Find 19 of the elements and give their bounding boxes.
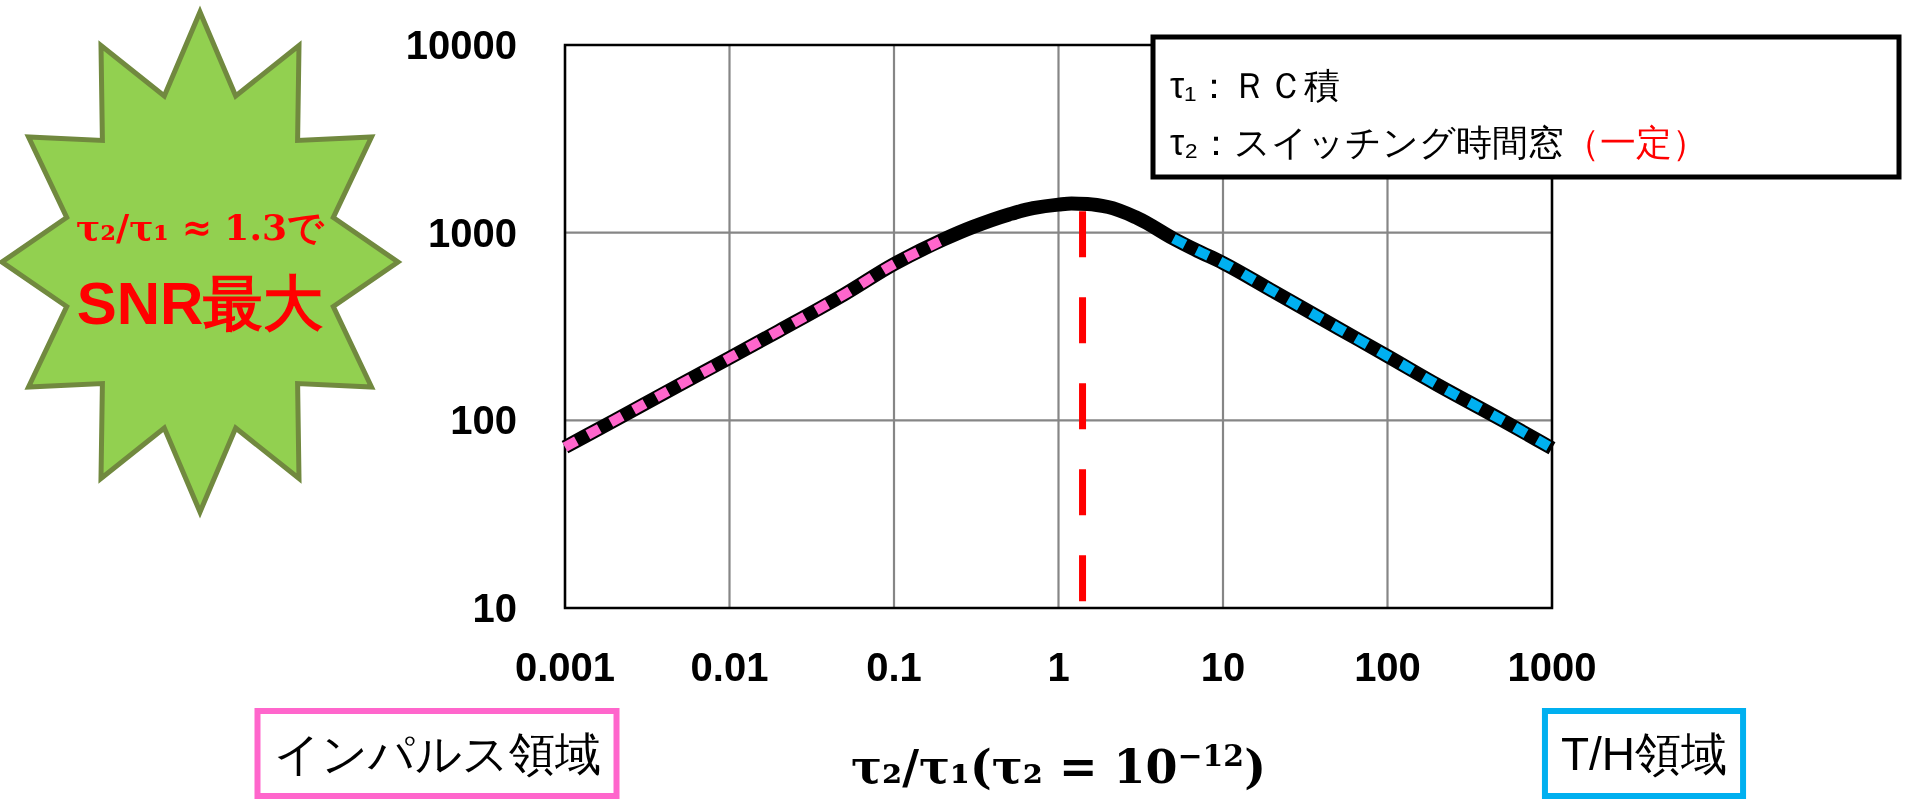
text: SNR最大 <box>76 270 324 337</box>
x-tick-label: 1 <box>1047 645 1070 689</box>
x-tick-label: 0.001 <box>514 645 616 689</box>
y-tick-label: 10 <box>472 586 517 630</box>
text: τ₂/τ₁ ≈ 1.3で <box>76 206 325 248</box>
text: インパルス領域 <box>273 728 601 780</box>
x-axis-title: τ₂/τ₁(τ₂ = 10$^{−12}$) <box>851 737 1266 794</box>
y-tick-label: 1000 <box>428 210 517 255</box>
annotation: τ₂：スイッチング時間窓 <box>1170 122 1565 163</box>
x-tick-label: 100 <box>1354 645 1421 689</box>
x-tick-label: 1000 <box>1507 645 1597 689</box>
x-tick-label: 0.1 <box>866 645 922 689</box>
text: （一定） <box>1564 122 1709 163</box>
annotation: τ₁：ＲＣ積 <box>1170 65 1341 106</box>
text: T/H領域 <box>1560 728 1728 780</box>
y-tick-label: 100 <box>450 398 517 443</box>
y-tick-label: 10000 <box>405 23 517 67</box>
x-tick-label: 0.01 <box>690 645 769 689</box>
x-tick-label: 10 <box>1200 645 1246 689</box>
